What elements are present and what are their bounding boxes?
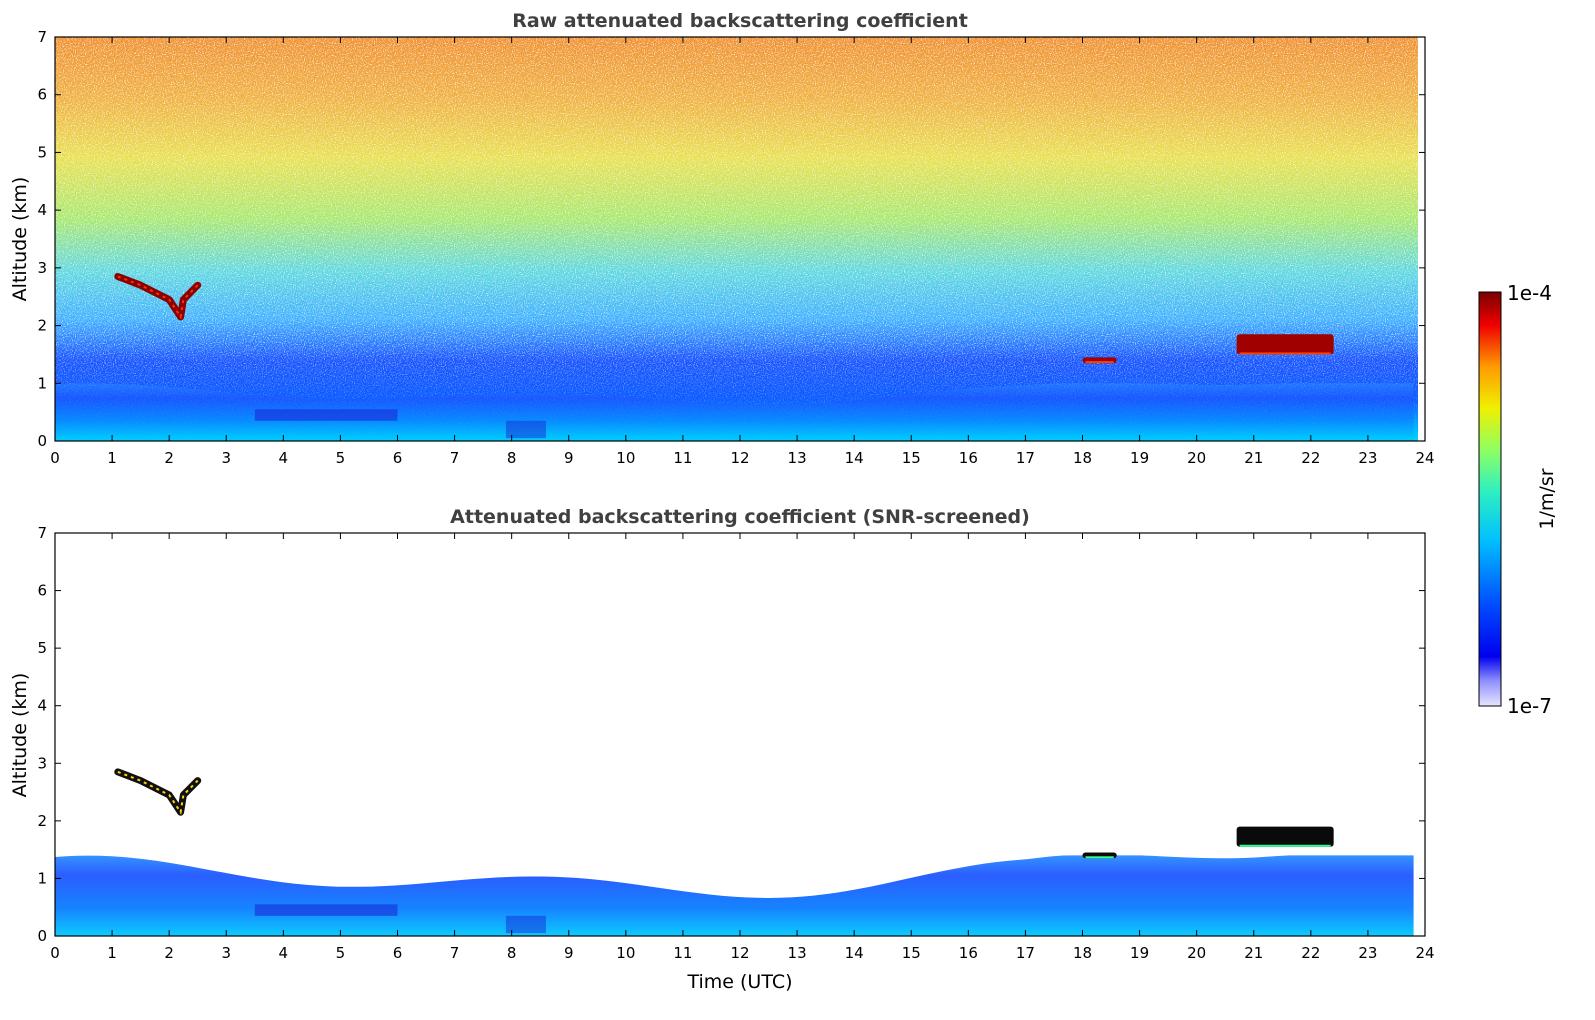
residual-layer	[254, 904, 398, 916]
cloud-base	[1239, 352, 1331, 355]
x-tick-label: 9	[564, 944, 574, 962]
x-tick-label: 16	[959, 944, 978, 962]
x-tick-label: 5	[336, 449, 346, 467]
x-tick-label: 17	[1016, 944, 1035, 962]
x-tick-label: 1	[107, 449, 117, 467]
colorbar: 1e-4 1e-7 1/m/sr	[1478, 281, 1558, 718]
x-tick-label: 4	[279, 944, 289, 962]
x-tick-label: 21	[1244, 449, 1263, 467]
snr-screened-panel: Attenuated backscattering coefficient (S…	[9, 506, 1435, 993]
x-tick-label: 9	[564, 449, 574, 467]
colorbar-min-label: 1e-7	[1507, 694, 1552, 718]
x-tick-label: 14	[845, 944, 864, 962]
y-axis-label: Altitude (km)	[9, 673, 31, 798]
x-tick-label: 18	[1073, 944, 1092, 962]
noise-speckle	[55, 37, 1418, 441]
y-tick-label: 5	[37, 639, 47, 657]
y-tick-label: 0	[37, 927, 47, 945]
boundary-layer-band	[55, 383, 1414, 441]
x-tick-label: 14	[845, 449, 864, 467]
raw-backscatter-panel: Raw attenuated backscattering coefficien…	[9, 10, 1435, 467]
y-tick-label: 7	[37, 524, 47, 542]
cloud-base	[1085, 361, 1114, 364]
x-tick-label: 2	[164, 449, 174, 467]
y-tick-label: 0	[37, 432, 47, 450]
x-tick-label: 1	[107, 944, 117, 962]
x-tick-label: 6	[393, 449, 403, 467]
x-tick-label: 7	[450, 449, 460, 467]
x-tick-label: 10	[616, 449, 635, 467]
y-tick-label: 4	[37, 201, 47, 219]
elevated-aerosol-core	[117, 275, 199, 320]
x-tick-label: 16	[959, 449, 978, 467]
y-tick-label: 4	[37, 697, 47, 715]
x-tick-label: 3	[221, 944, 231, 962]
y-tick-label: 2	[37, 812, 47, 830]
x-tick-label: 22	[1301, 944, 1320, 962]
x-tick-label: 7	[450, 944, 460, 962]
x-tick-label: 0	[50, 449, 60, 467]
y-tick-label: 5	[37, 143, 47, 161]
y-tick-label: 2	[37, 317, 47, 335]
colorbar-label: 1/m/sr	[1536, 468, 1558, 529]
cloud-layer	[1236, 826, 1334, 847]
x-tick-label: 20	[1187, 944, 1206, 962]
x-tick-label: 6	[393, 944, 403, 962]
panel-title: Raw attenuated backscattering coefficien…	[512, 10, 968, 32]
x-tick-label: 8	[507, 944, 517, 962]
colorbar-max-label: 1e-4	[1507, 281, 1552, 305]
x-tick-label: 11	[673, 449, 692, 467]
x-tick-label: 24	[1415, 449, 1434, 467]
x-tick-label: 2	[164, 944, 174, 962]
x-axis-label: Time (UTC)	[686, 971, 792, 993]
elevated-aerosol-layer	[114, 768, 202, 816]
x-tick-label: 22	[1301, 449, 1320, 467]
x-tick-label: 24	[1415, 944, 1434, 962]
x-tick-label: 0	[50, 944, 60, 962]
y-tick-label: 3	[37, 754, 47, 772]
residual-layer	[254, 409, 398, 421]
residual-layer	[505, 420, 546, 439]
x-tick-label: 13	[788, 944, 807, 962]
panel-title: Attenuated backscattering coefficient (S…	[450, 506, 1030, 528]
x-tick-label: 5	[336, 944, 346, 962]
x-tick-label: 11	[673, 944, 692, 962]
x-tick-label: 8	[507, 449, 517, 467]
x-tick-label: 21	[1244, 944, 1263, 962]
x-tick-label: 15	[902, 449, 921, 467]
colorbar-gradient	[1478, 291, 1502, 707]
cloud-layer	[1236, 334, 1334, 355]
x-tick-label: 19	[1130, 944, 1149, 962]
x-tick-label: 23	[1358, 944, 1377, 962]
cloud-base	[1239, 844, 1331, 847]
x-tick-label: 12	[730, 449, 749, 467]
x-tick-label: 19	[1130, 449, 1149, 467]
x-tick-label: 18	[1073, 449, 1092, 467]
y-tick-label: 1	[37, 374, 47, 392]
residual-layer	[505, 915, 546, 934]
x-tick-label: 13	[788, 449, 807, 467]
x-tick-label: 3	[221, 449, 231, 467]
cloud-base	[1085, 856, 1114, 859]
y-tick-label: 7	[37, 28, 47, 46]
x-tick-label: 12	[730, 944, 749, 962]
x-tick-label: 23	[1358, 449, 1377, 467]
y-tick-label: 6	[37, 86, 47, 104]
x-tick-label: 20	[1187, 449, 1206, 467]
x-tick-label: 10	[616, 944, 635, 962]
heatmap-features	[55, 273, 1414, 441]
x-tick-label: 17	[1016, 449, 1035, 467]
y-tick-label: 1	[37, 869, 47, 887]
y-tick-label: 3	[37, 259, 47, 277]
y-axis-label: Altitude (km)	[9, 177, 31, 302]
heatmap-features	[55, 768, 1414, 936]
y-tick-label: 6	[37, 582, 47, 600]
x-tick-label: 15	[902, 944, 921, 962]
x-tick-label: 4	[279, 449, 289, 467]
